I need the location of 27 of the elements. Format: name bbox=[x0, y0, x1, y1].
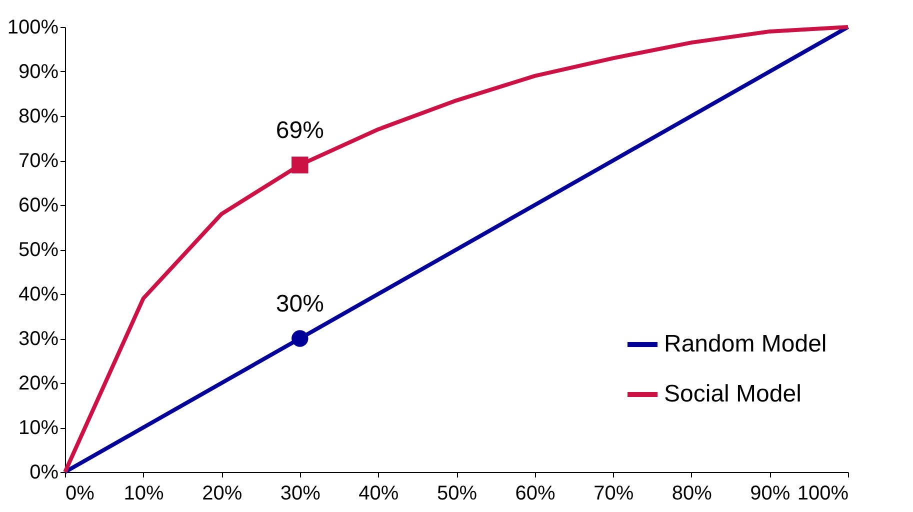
y-tick-label: 40% bbox=[18, 284, 59, 306]
annotation: 30% bbox=[276, 290, 324, 318]
x-tick-label: 100% bbox=[797, 482, 849, 504]
legend-label: Random Model bbox=[664, 330, 827, 358]
x-tick-label: 70% bbox=[594, 482, 634, 504]
x-tick-label: 10% bbox=[124, 482, 164, 504]
y-tick-label: 20% bbox=[18, 372, 59, 394]
y-tick-label: 30% bbox=[18, 328, 59, 350]
annotation: 69% bbox=[276, 116, 324, 144]
y-tick-label: 0% bbox=[30, 462, 59, 484]
y-tick-label: 70% bbox=[18, 150, 59, 172]
x-tick-label: 0% bbox=[66, 482, 95, 504]
legend-label: Social Model bbox=[664, 380, 802, 408]
y-tick-label: 100% bbox=[7, 16, 59, 38]
y-tick-label: 50% bbox=[18, 239, 59, 261]
y-tick-label: 80% bbox=[18, 106, 59, 128]
x-tick-label: 30% bbox=[280, 482, 321, 504]
x-tick-label: 50% bbox=[436, 482, 478, 504]
y-tick-label: 90% bbox=[18, 61, 59, 83]
x-tick-label: 20% bbox=[202, 482, 242, 504]
y-tick-label: 60% bbox=[18, 194, 59, 216]
x-tick-label: 40% bbox=[358, 482, 399, 504]
x-tick-label: 90% bbox=[750, 482, 790, 504]
y-tick-label: 10% bbox=[18, 417, 59, 439]
line-series bbox=[63, 25, 850, 474]
x-tick-label: 80% bbox=[672, 482, 712, 504]
x-tick-label: 60% bbox=[515, 482, 556, 504]
